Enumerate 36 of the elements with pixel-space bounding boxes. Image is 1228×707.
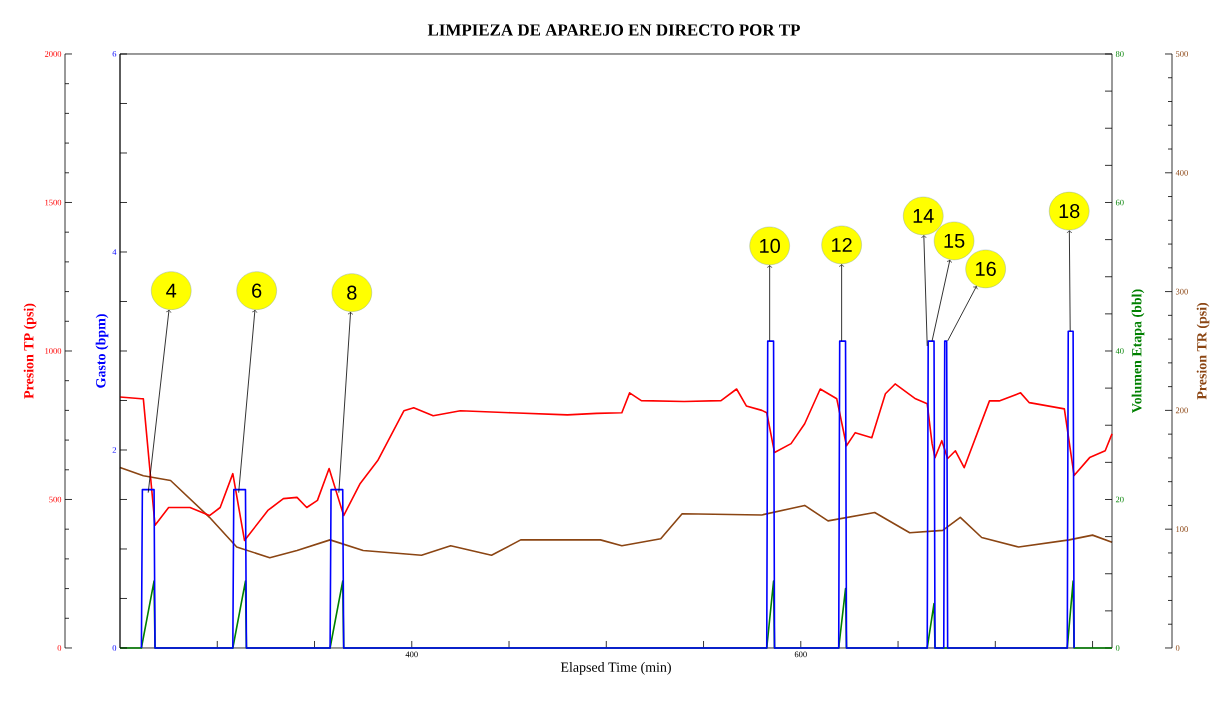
y-tick-label: 200 <box>1175 407 1188 414</box>
annotation: 16 <box>976 261 996 276</box>
y-tick-label: 0 <box>57 645 62 651</box>
x-tick-label: 600 <box>794 651 807 658</box>
annotation: 18 <box>1059 204 1080 219</box>
y-tick-label: 500 <box>49 496 62 503</box>
y3-tick-label: 60 <box>1115 199 1124 206</box>
annotation: 4 <box>166 283 177 298</box>
chart-title: LIMPIEZA DE APAREJO EN DIRECTO POR TP <box>427 24 800 36</box>
annotation: 6 <box>252 283 262 298</box>
y2-tick-label: 4 <box>112 249 117 255</box>
y-tick-label: 500 <box>1176 51 1188 57</box>
y3-tick-label: 0 <box>1115 645 1120 651</box>
y-tick-label: 100 <box>1176 526 1188 533</box>
y3-tick-label: 20 <box>1115 496 1124 503</box>
annotation: 10 <box>760 238 780 253</box>
y2-tick-label: 2 <box>112 447 117 453</box>
annotation: 12 <box>832 237 852 252</box>
annotation: 14 <box>913 209 934 223</box>
y3-tick-label: 80 <box>1115 51 1124 57</box>
y-tick-label: 0 <box>1175 645 1180 651</box>
y3-axis-title: Volumen Etapa (bbl) <box>1131 289 1145 413</box>
y-tick-label: 2000 <box>44 51 62 57</box>
y-tick-label: 300 <box>1175 288 1188 295</box>
y-tick-label: 400 <box>1175 169 1188 176</box>
y2-tick-label: 0 <box>112 645 117 651</box>
y2-tick-label: 6 <box>112 51 117 57</box>
y-tick-label: 1000 <box>45 348 62 354</box>
y-axis-title: Presion TP (psi) <box>23 303 37 399</box>
y-tick-label: 1500 <box>45 199 62 206</box>
annotation: 8 <box>347 285 357 300</box>
y2-axis-title: Gasto (bpm) <box>95 314 109 388</box>
y3-tick-label: 40 <box>1115 348 1124 354</box>
y-axis-title: Presion TR (psi) <box>1196 302 1210 400</box>
annotation: 15 <box>944 233 965 248</box>
x-axis-title: Elapsed Time (min) <box>560 662 671 675</box>
